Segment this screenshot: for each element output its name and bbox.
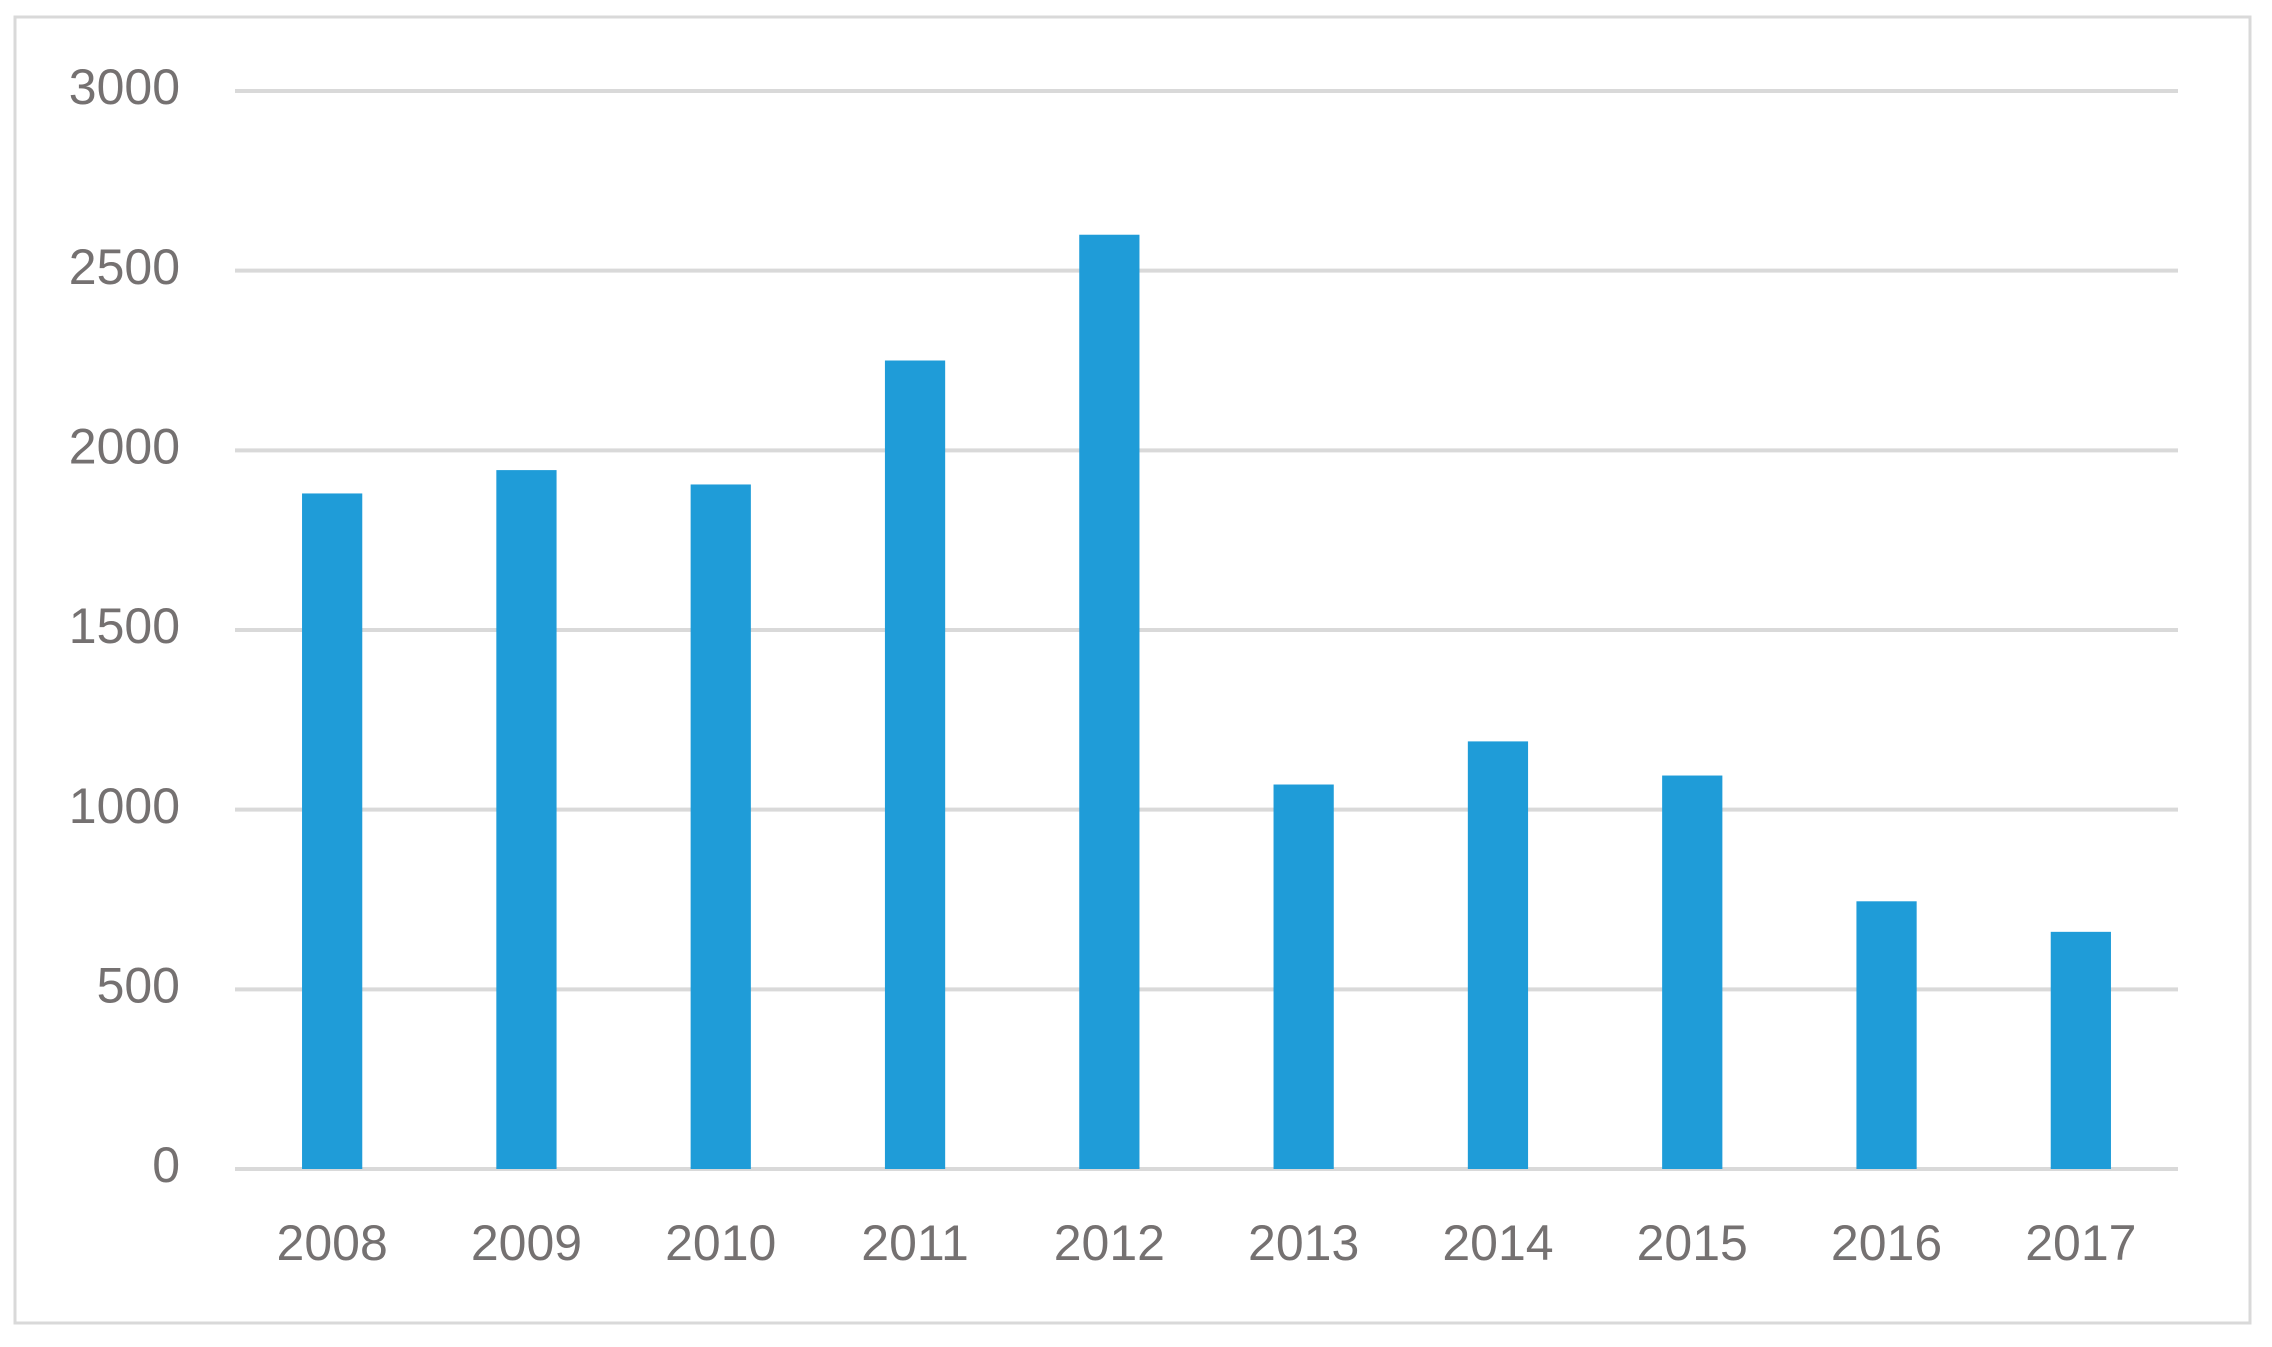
x-tick-label: 2008 (277, 1215, 388, 1271)
x-tick-label: 2017 (2025, 1215, 2136, 1271)
x-tick-label: 2014 (1442, 1215, 1553, 1271)
bar (2050, 931, 2111, 1169)
bar (1467, 741, 1529, 1169)
bar (302, 493, 363, 1169)
x-tick-label: 2016 (1831, 1215, 1942, 1271)
y-tick-label: 1500 (69, 598, 180, 654)
bar (1856, 901, 1917, 1169)
y-tick-label: 500 (97, 958, 180, 1014)
y-tick-label: 2000 (69, 419, 180, 475)
y-tick-label: 1000 (69, 778, 180, 834)
bar (1273, 784, 1334, 1169)
bar (1662, 775, 1723, 1169)
x-tick-label: 2015 (1637, 1215, 1748, 1271)
y-tick-label: 0 (152, 1137, 180, 1193)
x-tick-label: 2012 (1054, 1215, 1165, 1271)
y-tick-label: 2500 (69, 239, 180, 295)
bar (1079, 234, 1140, 1169)
bar (496, 470, 557, 1169)
x-tick-label: 2009 (471, 1215, 582, 1271)
x-tick-label: 2011 (861, 1215, 969, 1271)
x-tick-label: 2013 (1248, 1215, 1359, 1271)
bar (884, 360, 946, 1169)
y-tick-label: 3000 (69, 59, 180, 115)
x-tick-label: 2010 (665, 1215, 776, 1271)
bar (690, 484, 751, 1170)
